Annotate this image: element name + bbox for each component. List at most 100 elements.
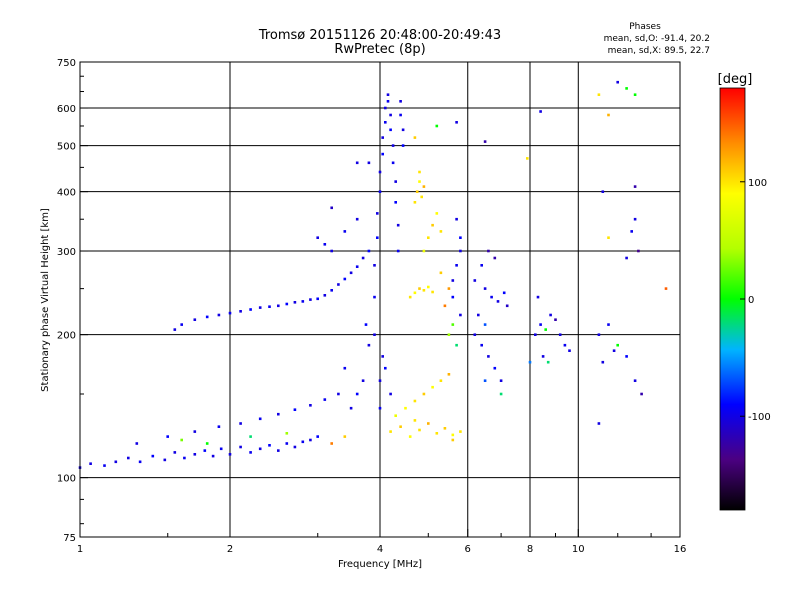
data-point — [323, 398, 327, 401]
data-point — [415, 190, 419, 193]
data-point — [528, 360, 532, 364]
data-point — [330, 289, 333, 292]
data-point — [205, 442, 209, 445]
data-point — [490, 295, 493, 299]
data-point — [664, 287, 668, 290]
data-point — [633, 379, 637, 382]
data-point — [343, 230, 347, 233]
data-point — [343, 277, 347, 281]
data-point — [427, 285, 430, 289]
data-point — [361, 379, 365, 382]
data-point — [367, 249, 371, 253]
data-point — [399, 425, 402, 428]
data-point — [228, 453, 232, 456]
data-point — [480, 264, 483, 267]
data-point — [337, 283, 340, 286]
data-point — [640, 392, 643, 396]
data-point — [205, 315, 209, 319]
data-point — [455, 264, 458, 267]
data-point — [355, 161, 359, 165]
data-point — [239, 445, 242, 449]
data-point — [539, 323, 542, 326]
data-point — [601, 360, 605, 364]
data-point — [180, 438, 183, 442]
data-point — [384, 106, 387, 110]
y-tick-label: 300 — [57, 247, 76, 258]
data-point — [447, 333, 451, 336]
data-point — [349, 271, 353, 275]
data-point — [376, 236, 379, 239]
data-point — [418, 287, 421, 290]
data-point — [268, 444, 271, 447]
data-point — [534, 333, 537, 336]
data-point — [616, 80, 619, 84]
data-point — [625, 87, 628, 90]
data-point — [451, 279, 455, 282]
data-point — [285, 432, 289, 435]
data-point — [166, 435, 169, 438]
data-point — [401, 144, 405, 147]
data-point — [391, 161, 395, 165]
data-point — [633, 185, 637, 188]
data-point — [496, 300, 500, 303]
data-point — [378, 379, 382, 382]
data-point — [309, 438, 312, 442]
data-point — [399, 100, 402, 103]
data-point — [285, 302, 289, 306]
data-point — [378, 170, 382, 174]
data-point — [135, 442, 139, 445]
data-point — [183, 456, 186, 460]
data-point — [239, 310, 242, 313]
data-point — [373, 333, 376, 336]
colorbar-label: [deg] — [718, 72, 753, 87]
data-point — [633, 93, 637, 96]
data-point — [316, 236, 319, 239]
data-point — [459, 236, 462, 239]
data-point — [193, 430, 197, 433]
data-point — [396, 223, 400, 227]
data-point — [451, 323, 455, 326]
data-point — [418, 170, 421, 174]
data-point — [637, 249, 640, 253]
stats-x-line: mean, sd,X: 89.5, 22.7 — [608, 46, 710, 56]
data-point — [386, 100, 390, 103]
data-point — [127, 456, 130, 460]
x-tick-label: 1 — [77, 544, 83, 555]
data-point — [301, 300, 305, 303]
data-point — [607, 323, 610, 326]
data-point — [323, 243, 327, 246]
data-point — [549, 313, 552, 317]
data-point — [394, 414, 397, 417]
data-point — [435, 124, 439, 128]
data-point — [539, 110, 542, 113]
data-point — [337, 392, 340, 396]
data-point — [391, 144, 395, 147]
data-point — [597, 422, 601, 425]
data-point — [355, 392, 359, 396]
data-point — [277, 449, 280, 452]
data-point — [625, 256, 628, 260]
data-point — [499, 379, 503, 382]
data-point — [487, 249, 490, 253]
data-point — [536, 295, 540, 299]
data-point — [505, 304, 509, 308]
data-point — [309, 298, 312, 301]
data-point — [217, 313, 221, 317]
data-point — [389, 128, 392, 132]
data-point — [330, 249, 333, 253]
data-point — [451, 295, 455, 299]
data-point — [439, 379, 443, 382]
data-point — [384, 366, 387, 370]
data-point — [625, 355, 628, 358]
data-point — [367, 161, 371, 165]
data-point — [394, 201, 397, 204]
data-point — [427, 422, 430, 425]
y-tick-label: 100 — [57, 474, 76, 485]
chart-subtitle: RwPretec (8p) — [334, 42, 425, 57]
data-point — [455, 217, 458, 221]
data-point — [630, 230, 633, 233]
data-point — [355, 265, 359, 268]
chart-title: Tromsø 20151126 20:48:00-20:49:43 — [258, 28, 501, 43]
colorbar-tick-label: 0 — [748, 295, 754, 306]
data-point — [499, 392, 503, 396]
